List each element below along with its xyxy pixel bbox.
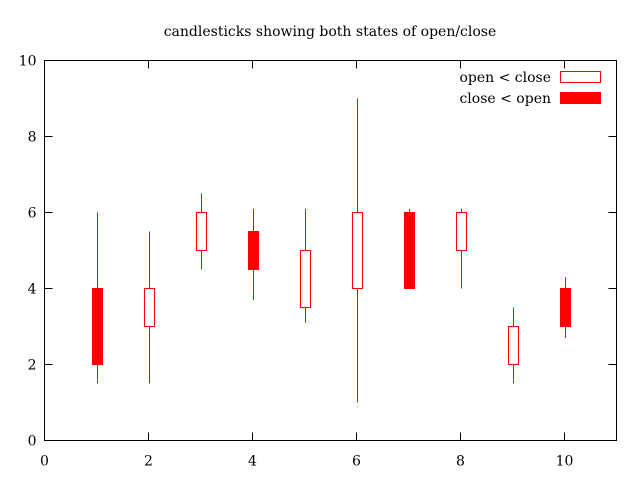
candle-body-hollow bbox=[196, 212, 207, 251]
candlestick bbox=[508, 307, 519, 384]
candle-body-hollow bbox=[456, 212, 467, 251]
legend: open < close close < open bbox=[459, 70, 601, 107]
chart-title: candlesticks showing both states of open… bbox=[164, 24, 497, 40]
candle-body-filled bbox=[404, 212, 415, 289]
legend-entry: close < open bbox=[459, 91, 601, 107]
candlestick bbox=[196, 193, 207, 270]
legend-swatch-filled bbox=[560, 92, 601, 104]
legend-entry: open < close bbox=[459, 70, 601, 86]
legend-label: close < open bbox=[459, 91, 551, 107]
y-tick-label: 2 bbox=[28, 358, 37, 374]
candle-body-filled bbox=[92, 288, 103, 365]
candle-body-hollow bbox=[300, 250, 311, 308]
candlestick bbox=[456, 208, 467, 289]
candlestick bbox=[560, 277, 571, 338]
candle-body-filled bbox=[248, 231, 259, 270]
candle-body-hollow bbox=[352, 212, 363, 289]
y-tick-label: 0 bbox=[28, 434, 37, 450]
candles bbox=[92, 98, 571, 403]
candle-body-hollow bbox=[508, 326, 519, 365]
candle-body-hollow bbox=[144, 288, 155, 327]
plot-area-frame bbox=[44, 60, 617, 441]
legend-swatch-hollow bbox=[560, 71, 601, 83]
candlestick bbox=[352, 98, 363, 403]
legend-label: open < close bbox=[459, 70, 551, 86]
candlestick bbox=[248, 208, 259, 300]
candlestick bbox=[300, 208, 311, 323]
y-tick-label: 10 bbox=[19, 54, 37, 70]
candlestick bbox=[92, 212, 103, 384]
candle-body-filled bbox=[560, 288, 571, 327]
x-tick-label: 8 bbox=[456, 454, 465, 470]
y-tick-label: 8 bbox=[28, 130, 37, 146]
x-tick-label: 6 bbox=[352, 454, 361, 470]
x-tick-label: 2 bbox=[144, 454, 153, 470]
x-tick-label: 0 bbox=[40, 454, 49, 470]
axes: 0 2 4 6 8 10 0 2 4 6 8 10 bbox=[19, 54, 617, 470]
y-tick-label: 6 bbox=[28, 206, 37, 222]
y-tick-label: 4 bbox=[28, 282, 37, 298]
x-tick-label: 10 bbox=[556, 454, 574, 470]
x-tick-label: 4 bbox=[248, 454, 257, 470]
candlestick bbox=[144, 231, 155, 384]
candlestick bbox=[404, 208, 415, 289]
